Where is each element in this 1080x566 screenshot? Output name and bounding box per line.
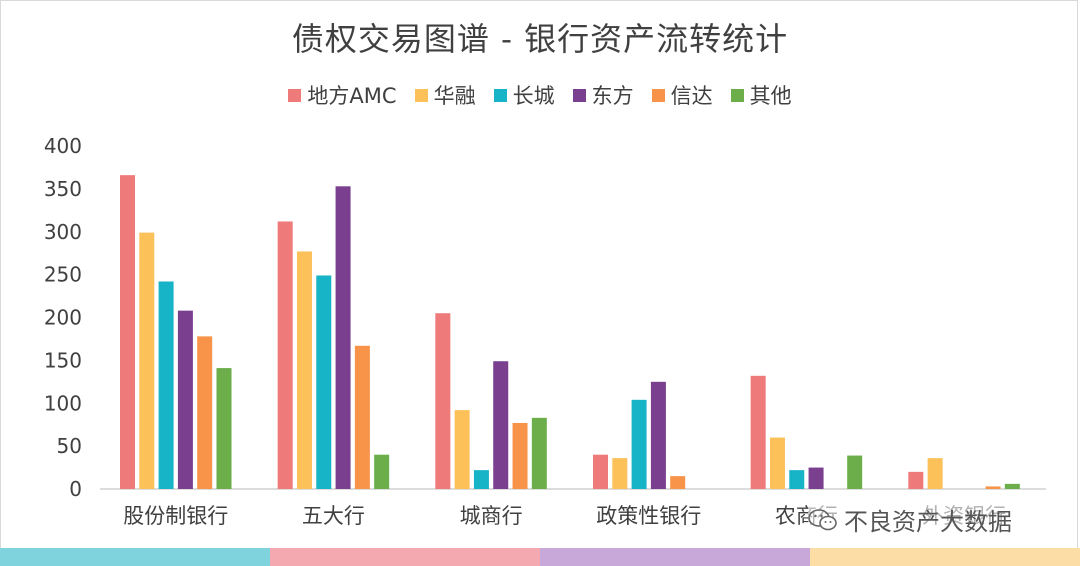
x-tick-label: 五大行: [302, 504, 365, 528]
y-tick-label: 400: [44, 134, 82, 158]
legend-label: 信达: [670, 84, 713, 108]
x-tick-label: 政策性银行: [596, 504, 701, 528]
bar: [493, 361, 509, 489]
band-segment: [810, 548, 1080, 566]
bar: [454, 410, 470, 489]
bar: [177, 310, 193, 489]
chart-title: 债权交易图谱 - 银行资产流转统计: [291, 20, 789, 58]
legend-swatch: [651, 88, 665, 102]
watermark-text: 不良资产大数据: [844, 508, 1012, 536]
bar: [335, 186, 351, 490]
bar: [769, 437, 785, 489]
legend-swatch: [730, 88, 744, 102]
bar: [750, 375, 766, 489]
bar: [908, 471, 924, 489]
y-tick-label: 150: [44, 348, 82, 372]
bar: [296, 251, 312, 489]
bar: [197, 336, 213, 489]
band-segment: [0, 548, 270, 566]
legend-item: 地方AMC: [288, 80, 397, 110]
legend-swatch: [414, 88, 428, 102]
bar: [612, 458, 628, 489]
bar: [650, 381, 666, 489]
bar: [631, 399, 647, 489]
legend-item: 东方: [572, 80, 634, 110]
legend-item: 其他: [730, 80, 792, 110]
band-segment: [540, 548, 810, 566]
y-tick-label: 300: [44, 220, 82, 244]
bar: [847, 455, 863, 489]
y-tick-label: 250: [44, 263, 82, 287]
chart-legend: 地方AMC 华融 长城 东方 信达 其他: [0, 80, 1080, 110]
legend-label: 地方AMC: [307, 84, 397, 108]
bar: [1004, 483, 1020, 489]
x-tick-label: 股份制银行: [123, 504, 228, 528]
legend-swatch: [288, 88, 302, 102]
bottom-color-band: [0, 548, 1080, 566]
wechat-icon: [808, 508, 837, 530]
bar: [120, 175, 135, 489]
bar: [531, 417, 547, 489]
bar: [158, 281, 174, 489]
bar: [512, 422, 528, 489]
bar: [927, 458, 943, 489]
y-tick-label: 50: [57, 434, 82, 458]
bar: [985, 486, 1001, 489]
legend-label: 华融: [433, 84, 476, 108]
legend-label: 其他: [749, 84, 792, 108]
bar: [374, 454, 390, 489]
band-segment: [270, 548, 540, 566]
legend-item: 信达: [651, 80, 713, 110]
legend-item: 长城: [493, 80, 555, 110]
bar: [593, 454, 608, 489]
y-tick-label: 200: [44, 306, 82, 330]
legend-label: 长城: [512, 84, 555, 108]
legend-item: 华融: [414, 80, 476, 110]
y-tick-label: 0: [69, 477, 82, 501]
bar: [473, 470, 489, 489]
bar: [670, 476, 686, 489]
legend-label: 东方: [591, 84, 634, 108]
bar: [789, 470, 805, 489]
bar: [139, 232, 155, 490]
legend-swatch: [572, 88, 586, 102]
y-tick-label: 100: [44, 391, 82, 415]
x-tick-label: 城商行: [460, 504, 523, 528]
bar: [808, 467, 824, 489]
bar: [354, 345, 370, 489]
bar: [216, 368, 232, 489]
bar: [277, 221, 293, 489]
bar: [435, 313, 451, 489]
bar: [316, 275, 332, 489]
legend-swatch: [493, 88, 507, 102]
watermark: 不良资产大数据: [808, 502, 1012, 537]
y-tick-label: 350: [44, 177, 82, 201]
